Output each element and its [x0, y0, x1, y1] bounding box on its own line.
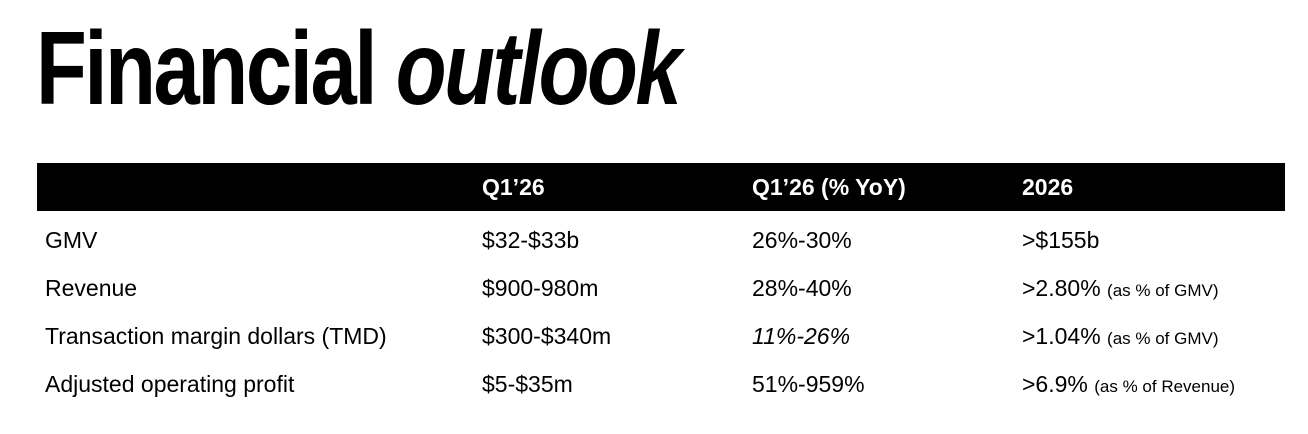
metric-cell: GMV — [45, 227, 98, 253]
title-word-financial: Financial — [36, 11, 377, 127]
metric-cell: Transaction margin dollars (TMD) — [45, 323, 387, 349]
fy-note: (as % of Revenue) — [1094, 377, 1236, 396]
table-header-row: Q1’26 Q1’26 (% YoY) 2026 — [37, 163, 1285, 211]
fy-note: (as % of GMV) — [1107, 281, 1219, 300]
fy-value: >6.9% — [1022, 371, 1088, 397]
yoy-cell: 51%-959% — [752, 371, 865, 397]
header-q1-yoy: Q1’26 (% YoY) — [752, 174, 906, 200]
q1-cell: $5-$35m — [482, 371, 573, 397]
q1-cell: $32-$33b — [482, 227, 580, 253]
fy-cell: >6.9% (as % of Revenue) — [1022, 355, 1235, 403]
title-word-outlook: outlook — [395, 11, 682, 127]
yoy-cell: 28%-40% — [752, 275, 852, 301]
q1-cell: $300-$340m — [482, 323, 612, 349]
yoy-cell: 11%-26% — [752, 323, 851, 349]
fy-cell: >1.04% (as % of GMV) — [1022, 307, 1219, 355]
fy-cell: >$155b — [1022, 211, 1099, 259]
table-row: Transaction margin dollars (TMD) $300-$3… — [37, 307, 1285, 355]
table-row: GMV $32-$33b 26%-30% >$155b — [37, 211, 1285, 259]
yoy-cell: 26%-30% — [752, 227, 852, 253]
page-title: Financial outlook — [36, 11, 682, 127]
fy-cell: >2.80% (as % of GMV) — [1022, 259, 1219, 307]
fy-value: >1.04% — [1022, 323, 1101, 349]
fy-value: >$155b — [1022, 227, 1100, 253]
header-fy-2026: 2026 — [1022, 174, 1074, 200]
metric-cell: Revenue — [45, 275, 138, 301]
table-row: Adjusted operating profit $5-$35m 51%-95… — [37, 355, 1285, 403]
outlook-table: Q1’26 Q1’26 (% YoY) 2026 GMV $32-$33b 26… — [37, 163, 1285, 403]
fy-note: (as % of GMV) — [1107, 329, 1219, 348]
fy-value: >2.80% — [1022, 275, 1101, 301]
q1-cell: $900-980m — [482, 275, 599, 301]
metric-cell: Adjusted operating profit — [45, 371, 295, 397]
table-row: Revenue $900-980m 28%-40% >2.80% (as % o… — [37, 259, 1285, 307]
header-q1: Q1’26 — [482, 174, 545, 200]
